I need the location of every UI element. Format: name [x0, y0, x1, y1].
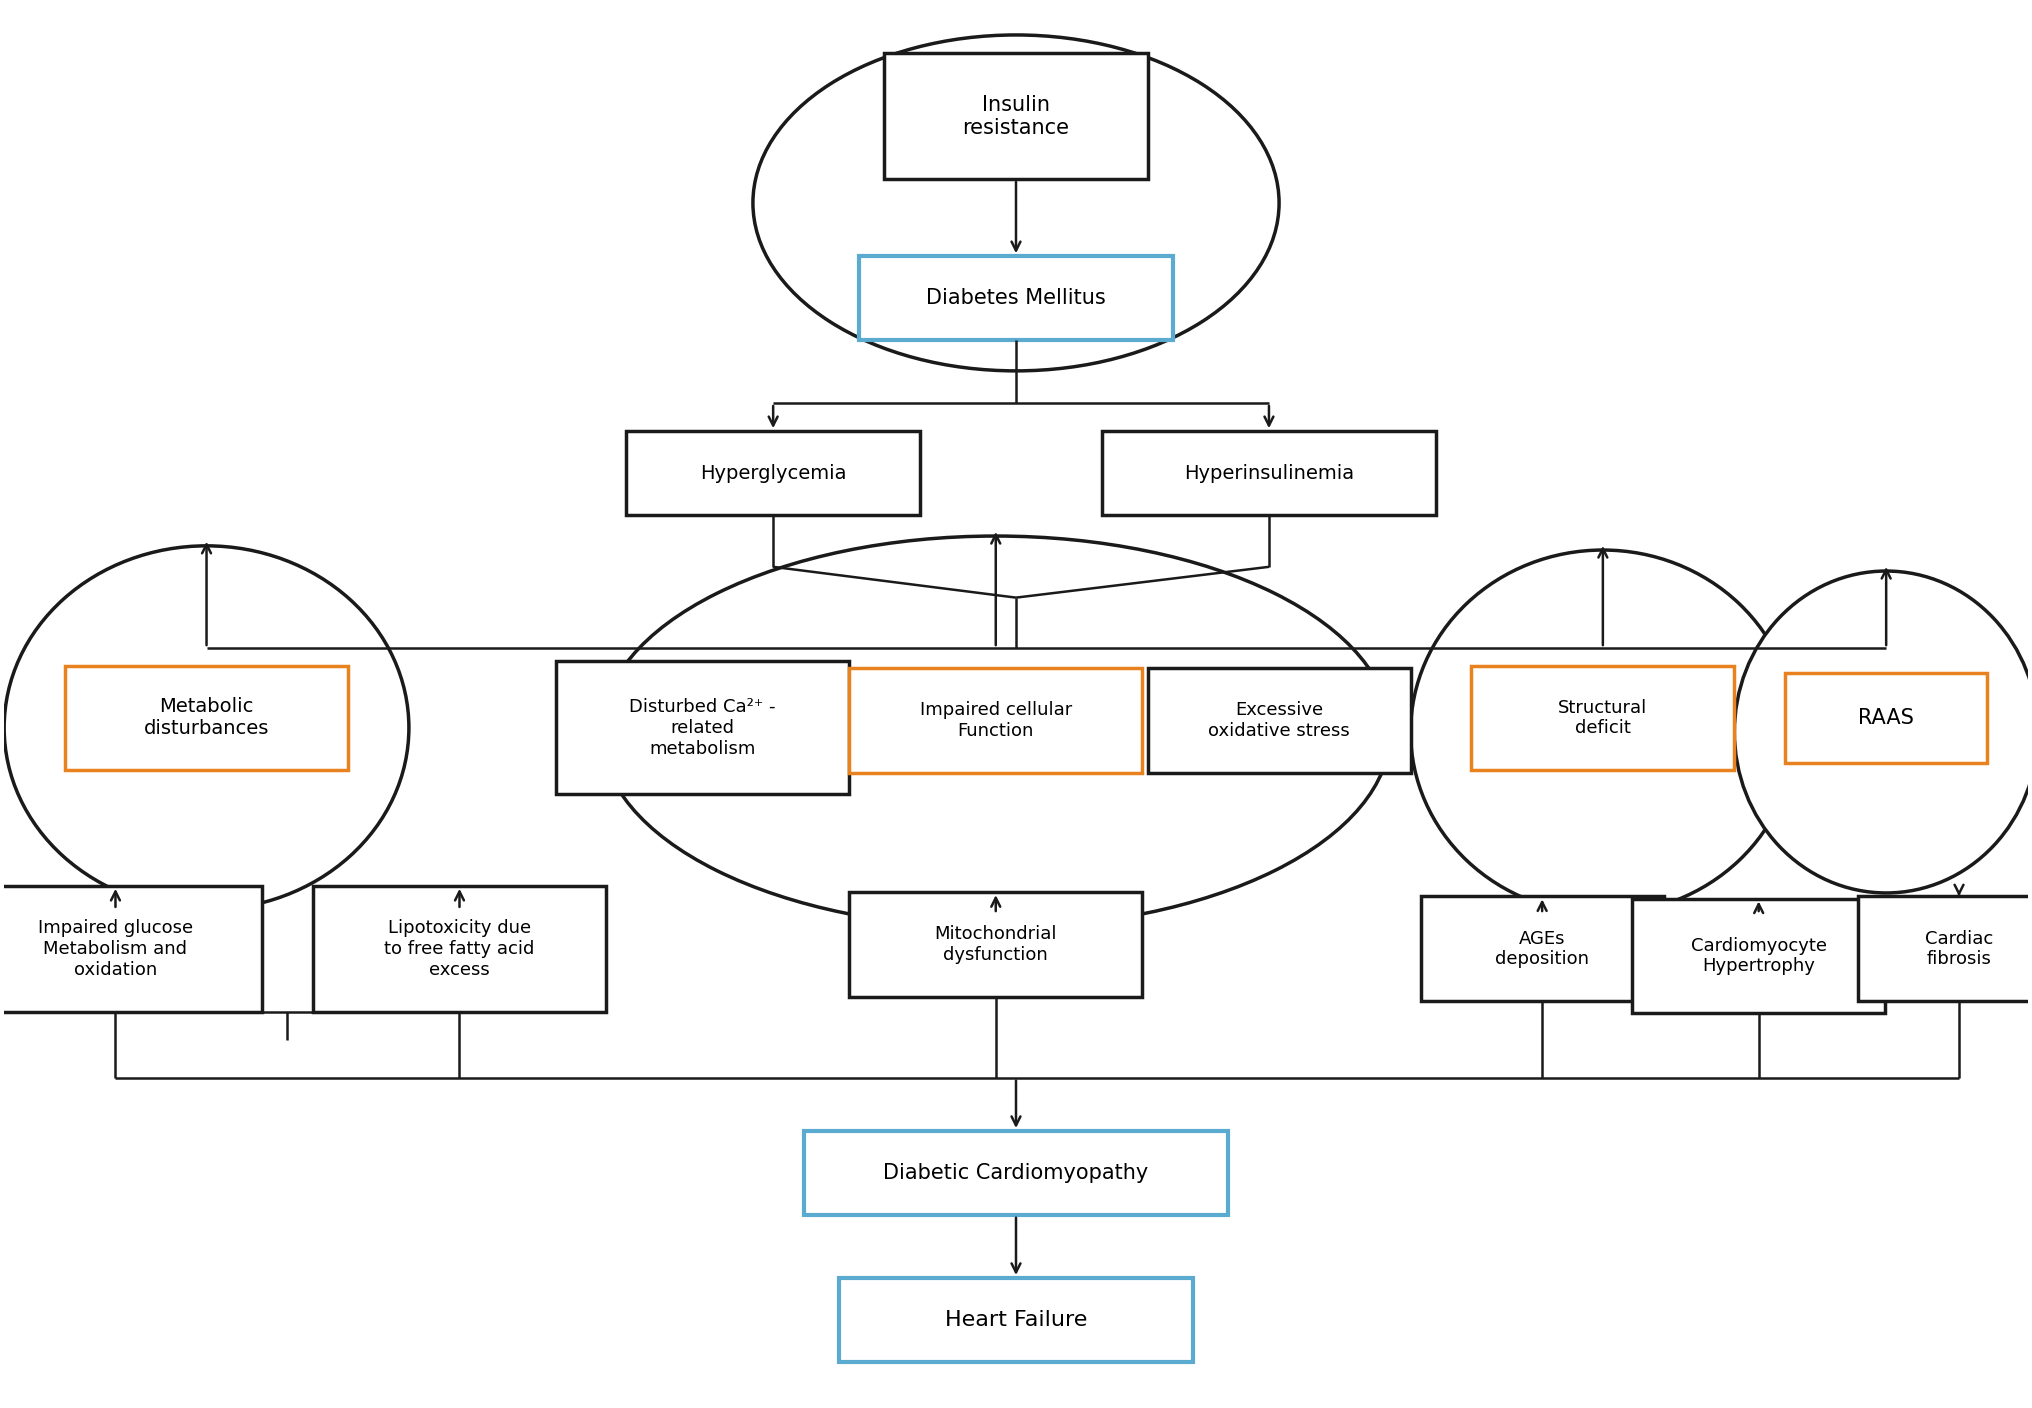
Text: Hyperglycemia: Hyperglycemia	[699, 463, 847, 483]
Text: RAAS: RAAS	[1857, 708, 1914, 728]
FancyBboxPatch shape	[839, 1278, 1193, 1362]
FancyBboxPatch shape	[860, 256, 1172, 341]
Text: Insulin
resistance: Insulin resistance	[963, 94, 1069, 138]
FancyBboxPatch shape	[849, 669, 1142, 773]
FancyBboxPatch shape	[0, 886, 262, 1012]
Text: Diabetes Mellitus: Diabetes Mellitus	[927, 289, 1105, 308]
Text: AGEs
deposition: AGEs deposition	[1496, 929, 1589, 969]
FancyBboxPatch shape	[626, 431, 920, 515]
Text: Mitochondrial
dysfunction: Mitochondrial dysfunction	[935, 925, 1057, 964]
Text: Structural
deficit: Structural deficit	[1559, 698, 1648, 738]
Text: Cardiomyocyte
Hypertrophy: Cardiomyocyte Hypertrophy	[1691, 936, 1827, 976]
FancyBboxPatch shape	[803, 1131, 1229, 1215]
Text: Impaired glucose
Metabolism and
oxidation: Impaired glucose Metabolism and oxidatio…	[39, 919, 193, 979]
Ellipse shape	[754, 35, 1278, 370]
FancyBboxPatch shape	[1420, 897, 1664, 1001]
Text: Metabolic
disturbances: Metabolic disturbances	[144, 697, 268, 739]
FancyBboxPatch shape	[1148, 669, 1410, 773]
Text: Hyperinsulinemia: Hyperinsulinemia	[1185, 463, 1353, 483]
FancyBboxPatch shape	[884, 54, 1148, 179]
FancyBboxPatch shape	[1632, 898, 1886, 1014]
Ellipse shape	[601, 536, 1390, 928]
FancyBboxPatch shape	[65, 666, 347, 770]
Text: Lipotoxicity due
to free fatty acid
excess: Lipotoxicity due to free fatty acid exce…	[384, 919, 534, 979]
Text: Diabetic Cardiomyopathy: Diabetic Cardiomyopathy	[884, 1163, 1148, 1183]
Ellipse shape	[1735, 572, 2032, 893]
Text: Excessive
oxidative stress: Excessive oxidative stress	[1209, 701, 1349, 741]
Text: Heart Failure: Heart Failure	[945, 1309, 1087, 1329]
FancyBboxPatch shape	[849, 893, 1142, 997]
FancyBboxPatch shape	[1471, 666, 1735, 770]
Ellipse shape	[1410, 551, 1794, 914]
FancyBboxPatch shape	[313, 886, 606, 1012]
Ellipse shape	[4, 546, 408, 910]
FancyBboxPatch shape	[1101, 431, 1437, 515]
FancyBboxPatch shape	[1784, 673, 1987, 763]
Text: Impaired cellular
Function: Impaired cellular Function	[920, 701, 1073, 741]
FancyBboxPatch shape	[1857, 897, 2032, 1001]
FancyBboxPatch shape	[555, 662, 849, 794]
Text: Disturbed Ca²⁺ -
related
metabolism: Disturbed Ca²⁺ - related metabolism	[630, 698, 776, 758]
Text: Cardiac
fibrosis: Cardiac fibrosis	[1924, 929, 1993, 969]
